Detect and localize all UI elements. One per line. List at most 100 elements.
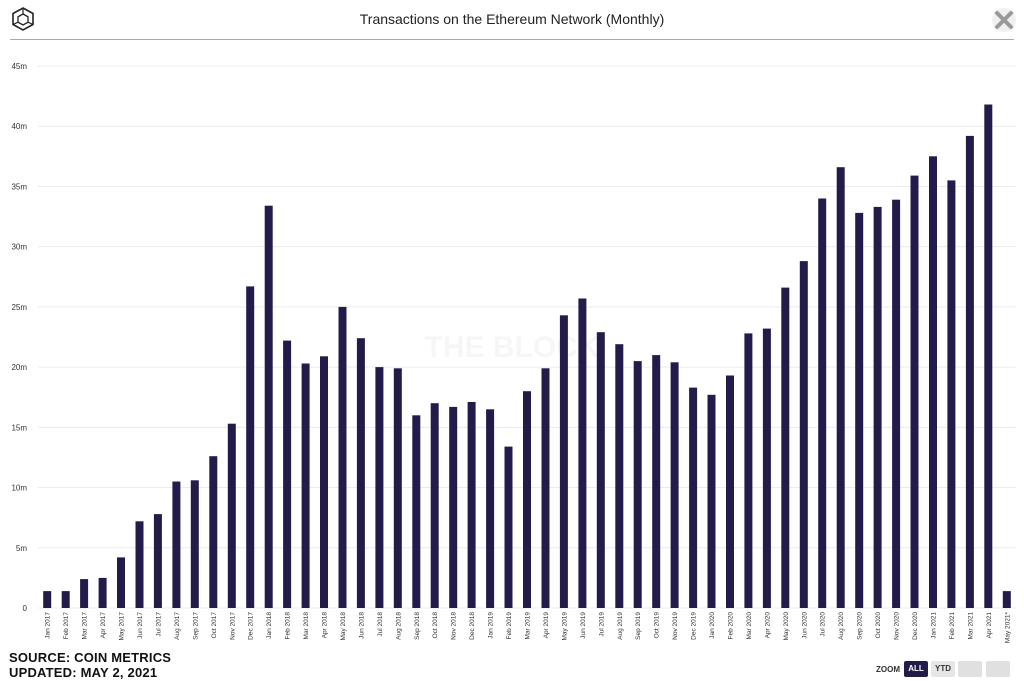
header-divider [10, 39, 1014, 40]
bar[interactable] [356, 338, 365, 608]
bar[interactable] [929, 156, 937, 609]
bar[interactable] [744, 333, 753, 608]
zoom-all-button[interactable]: ALL [904, 661, 928, 677]
watermark-text: THE BLOCK [425, 331, 600, 364]
bar[interactable] [153, 514, 162, 608]
bar[interactable] [430, 403, 439, 608]
bar[interactable] [98, 577, 107, 608]
chart-header: Transactions on the Ethereum Network (Mo… [0, 0, 1024, 40]
y-tick-label: 10m [11, 484, 27, 493]
x-tick-label: Jun 2017 [137, 612, 144, 639]
zoom-range-button-1[interactable] [958, 661, 982, 677]
x-tick-label: Nov 2018 [451, 612, 458, 640]
x-tick-label: Aug 2020 [838, 612, 845, 640]
x-tick-label: Jul 2017 [155, 612, 162, 637]
bar[interactable] [984, 104, 993, 609]
bar[interactable] [467, 402, 476, 608]
y-tick-label: 35m [11, 182, 27, 191]
x-tick-label: Jul 2019 [598, 612, 605, 637]
x-tick-label: Jan 2017 [45, 612, 52, 639]
bar[interactable] [855, 212, 864, 608]
x-tick-label: Nov 2017 [229, 612, 236, 640]
bar[interactable] [799, 261, 808, 608]
x-tick-label: Jan 2021 [931, 612, 938, 639]
x-tick-label: Aug 2018 [395, 612, 402, 640]
x-tick-label: May 2019 [561, 612, 568, 641]
bar[interactable] [559, 315, 568, 608]
x-tick-label: Sep 2019 [635, 612, 642, 640]
bar[interactable] [375, 367, 384, 608]
x-tick-label: Oct 2020 [875, 612, 882, 639]
x-tick-label: Jun 2019 [580, 612, 587, 639]
bar[interactable] [504, 446, 513, 608]
bar[interactable] [1002, 591, 1011, 608]
bar[interactable] [43, 591, 52, 608]
bar[interactable] [707, 394, 716, 608]
bar[interactable] [689, 387, 698, 608]
bars [43, 104, 1011, 609]
bar[interactable] [393, 368, 402, 608]
chart-title: Transactions on the Ethereum Network (Mo… [359, 11, 665, 27]
bar[interactable] [596, 332, 605, 608]
x-tick-label: Oct 2017 [211, 612, 218, 639]
bar[interactable] [135, 521, 144, 608]
updated-line: UPDATED: MAY 2, 2021 [9, 665, 158, 680]
x-tick-label: Apr 2019 [543, 612, 550, 639]
bar[interactable] [338, 306, 347, 608]
bar[interactable] [117, 557, 125, 608]
source-line: SOURCE: COIN METRICS [9, 650, 172, 665]
bar-chart: THE BLOCK 0 5m 10m 15m 20m 25m 30m 35m 40m 45m Ja… [11, 62, 1016, 644]
x-tick-label: Apr 2021 [986, 612, 993, 639]
bar[interactable] [449, 406, 458, 608]
x-tick-label: Jan 2020 [709, 612, 716, 639]
y-tick-label: 25m [11, 303, 27, 312]
bar[interactable] [172, 481, 181, 609]
bar[interactable] [61, 591, 70, 608]
x-tick-label: Apr 2017 [100, 612, 107, 639]
x-axis-ticks: Jan 2017 Feb 2017 Mar 2017 Apr 2017 May 2017… [45, 612, 1012, 644]
bar[interactable] [947, 180, 956, 608]
bar[interactable] [836, 167, 845, 608]
bar[interactable] [320, 356, 328, 608]
x-tick-label: May 2018 [340, 612, 347, 641]
bar[interactable] [762, 328, 771, 608]
bar[interactable] [190, 480, 199, 608]
bar[interactable] [264, 205, 273, 608]
bar[interactable] [910, 175, 919, 608]
bar[interactable] [246, 286, 255, 608]
bar[interactable] [726, 375, 734, 609]
source-note: SOURCE: COIN METRICS UPDATED: MAY 2, 202… [9, 650, 171, 680]
bar[interactable] [227, 423, 236, 608]
x-tick-label: Sep 2017 [192, 612, 199, 640]
zoom-ytd-button[interactable]: YTD [931, 661, 955, 677]
zoom-range-button-2[interactable] [986, 661, 1010, 677]
bar[interactable] [301, 363, 310, 609]
x-tick-label: Jan 2019 [488, 612, 495, 639]
x-tick-label: Aug 2017 [174, 612, 181, 640]
bar[interactable] [283, 340, 292, 608]
x-tick-label: Jun 2018 [358, 612, 365, 639]
bar[interactable] [652, 355, 661, 608]
bar[interactable] [80, 579, 89, 608]
bar[interactable] [965, 135, 974, 608]
bar[interactable] [670, 362, 679, 608]
x-tick-label: Feb 2017 [63, 612, 70, 640]
bar[interactable] [541, 368, 550, 608]
y-tick-label: 20m [11, 363, 27, 372]
y-axis-ticks: 0 5m 10m 15m 20m 25m 30m 35m 40m 45m [11, 62, 27, 613]
bar[interactable] [873, 206, 882, 608]
close-icon[interactable] [990, 6, 1018, 34]
bar[interactable] [486, 409, 495, 608]
bar[interactable] [892, 199, 901, 608]
x-tick-label: Mar 2021 [967, 612, 974, 640]
bar[interactable] [578, 298, 587, 609]
bar[interactable] [615, 344, 624, 608]
x-tick-label: Feb 2021 [949, 612, 956, 640]
x-tick-label: Feb 2020 [728, 612, 735, 640]
bar[interactable] [781, 287, 790, 608]
bar[interactable] [633, 361, 642, 608]
bar[interactable] [523, 391, 531, 608]
bar[interactable] [412, 415, 421, 608]
bar[interactable] [818, 198, 827, 609]
bar[interactable] [209, 456, 218, 608]
